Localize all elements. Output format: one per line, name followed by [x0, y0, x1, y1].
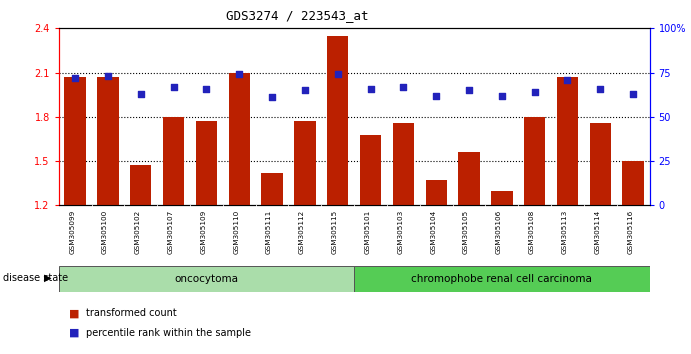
Text: GSM305102: GSM305102 — [135, 210, 141, 254]
Text: ■: ■ — [69, 328, 79, 338]
Point — [595, 86, 606, 91]
Point — [70, 75, 81, 81]
Text: GSM305105: GSM305105 — [463, 210, 469, 254]
Point — [135, 91, 146, 97]
Bar — [64, 77, 86, 205]
Text: GSM305099: GSM305099 — [69, 210, 75, 254]
Text: GSM305111: GSM305111 — [266, 210, 272, 254]
Text: ▶: ▶ — [44, 273, 52, 283]
Text: GDS3274 / 223543_at: GDS3274 / 223543_at — [226, 9, 368, 22]
Point — [299, 87, 310, 93]
Text: percentile rank within the sample: percentile rank within the sample — [86, 328, 252, 338]
Bar — [623, 161, 644, 205]
Text: GSM305109: GSM305109 — [200, 210, 207, 254]
Text: GSM305100: GSM305100 — [102, 210, 108, 254]
Text: GSM305115: GSM305115 — [332, 210, 338, 254]
Point — [332, 72, 343, 77]
Bar — [524, 117, 545, 205]
Text: disease state: disease state — [3, 273, 68, 283]
Bar — [130, 165, 151, 205]
Bar — [392, 123, 414, 205]
Bar — [458, 152, 480, 205]
Bar — [491, 190, 513, 205]
Point — [562, 77, 573, 82]
Text: transformed count: transformed count — [86, 308, 177, 318]
Text: GSM305107: GSM305107 — [168, 210, 173, 254]
Bar — [163, 117, 184, 205]
Bar — [360, 135, 381, 205]
Text: GSM305112: GSM305112 — [299, 210, 305, 254]
Bar — [261, 173, 283, 205]
Text: GSM305101: GSM305101 — [365, 210, 370, 254]
Text: GSM305110: GSM305110 — [234, 210, 239, 254]
Point — [234, 72, 245, 77]
Text: GSM305106: GSM305106 — [496, 210, 502, 254]
Text: ■: ■ — [69, 308, 79, 318]
Bar — [229, 73, 250, 205]
Point — [398, 84, 409, 90]
Point — [496, 93, 507, 98]
Point — [430, 93, 442, 98]
Bar — [294, 121, 316, 205]
Point — [464, 87, 475, 93]
Text: GSM305104: GSM305104 — [430, 210, 436, 254]
Bar — [354, 266, 650, 292]
Point — [267, 95, 278, 100]
Point — [201, 86, 212, 91]
Point — [529, 89, 540, 95]
Point — [365, 86, 376, 91]
Bar — [589, 123, 611, 205]
Text: GSM305113: GSM305113 — [562, 210, 567, 254]
Text: GSM305116: GSM305116 — [627, 210, 633, 254]
Bar — [327, 36, 348, 205]
Text: GSM305108: GSM305108 — [529, 210, 535, 254]
Point — [102, 73, 113, 79]
Text: GSM305114: GSM305114 — [594, 210, 600, 254]
Bar — [196, 121, 217, 205]
Bar — [97, 77, 119, 205]
Bar — [426, 180, 447, 205]
Text: GSM305103: GSM305103 — [397, 210, 404, 254]
Bar — [557, 77, 578, 205]
Point — [168, 84, 179, 90]
Point — [627, 91, 638, 97]
Text: chromophobe renal cell carcinoma: chromophobe renal cell carcinoma — [411, 274, 592, 284]
Bar — [59, 266, 354, 292]
Text: oncocytoma: oncocytoma — [174, 274, 238, 284]
